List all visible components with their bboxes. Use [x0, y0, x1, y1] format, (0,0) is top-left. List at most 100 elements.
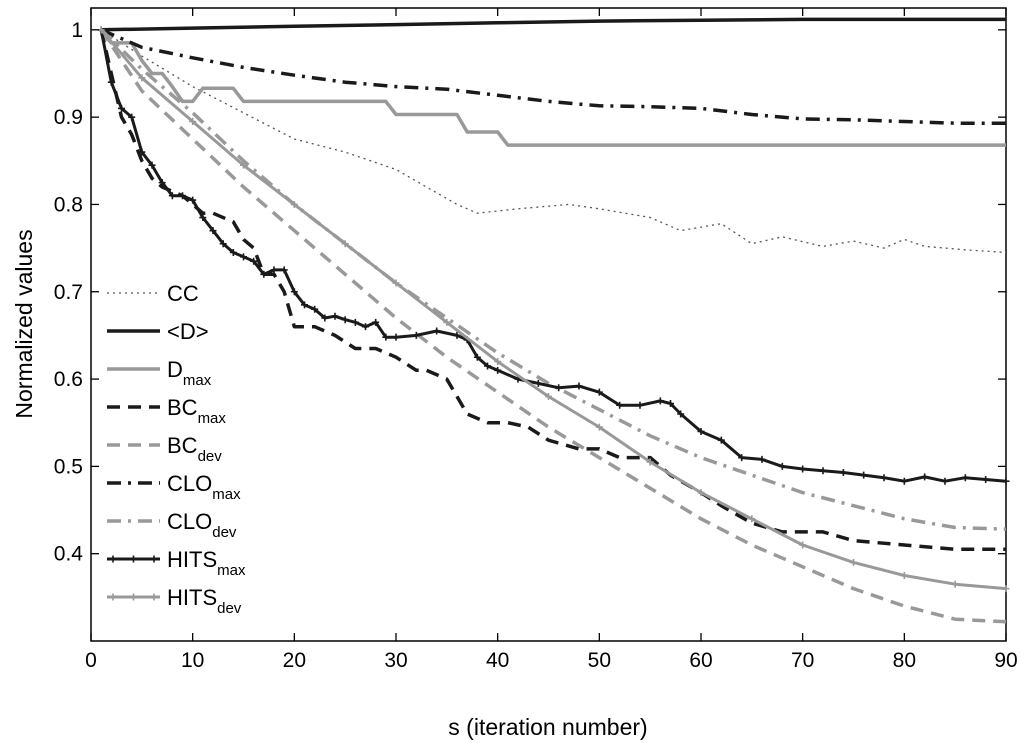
series-hitsdev-point-marker — [697, 489, 705, 497]
series-dmax-group — [99, 28, 1006, 147]
series-hitsdev-point-marker — [748, 515, 756, 523]
series-hitsmax-point-marker — [575, 382, 583, 390]
series-hitsmax-point-marker — [778, 462, 786, 470]
series-hitsmax-point-marker — [260, 270, 268, 278]
legend: CC <D> Dmax BCmax BCdev CLOmax CLOdev HITSmax HI… — [107, 281, 246, 617]
legend-d-label: <D> — [167, 319, 209, 344]
series-hitsdev-point-marker — [240, 161, 247, 169]
series-hitsdev-point-marker — [392, 279, 400, 287]
series-hitsmax-point-marker — [301, 301, 308, 309]
series-hitsmax-point-marker — [433, 327, 441, 335]
series-cc-line — [100, 29, 1007, 254]
series-hitsmax-point-marker — [697, 427, 705, 435]
series-clomax-line — [100, 28, 1006, 125]
series-hitsdev-point-marker — [799, 541, 807, 549]
series-hitsmax-point-marker — [382, 333, 390, 341]
series-hitsdev-point-marker — [341, 240, 349, 248]
series-hitsmax-point-marker — [270, 266, 278, 274]
x-axis-label: s (iteration number) — [448, 714, 647, 740]
series-hitsdev-point-marker — [646, 458, 654, 466]
series-hitsmax-point-marker — [189, 196, 197, 204]
series-hitsdev-point-marker — [494, 358, 502, 366]
legend-hitsmax-swatch-marker — [150, 555, 158, 563]
x-tick-label: 50 — [588, 649, 611, 672]
series-hitsmax-point-marker — [219, 240, 227, 248]
series-hitsmax-point-marker — [616, 401, 624, 409]
series-dmax-line — [99, 28, 1006, 147]
legend-hitsdev-swatch-marker — [130, 593, 137, 601]
legend-dmax-label: Dmax — [167, 357, 212, 389]
legend-hitsmax-label: HITSmax — [167, 547, 246, 579]
legend-hitsmax-swatch-marker — [130, 555, 137, 563]
x-tick-label: 10 — [181, 649, 204, 672]
series-hitsdev-group — [97, 26, 1010, 593]
series-hitsdev-point-marker — [951, 580, 959, 588]
legend-clodev-label: CLOdev — [167, 509, 237, 541]
y-tick-label: 0.7 — [54, 281, 83, 304]
series-bcdev-group — [99, 28, 1007, 624]
legend-hitsdev-swatch-marker — [109, 593, 117, 601]
series-bcmax-group — [99, 29, 1006, 552]
series-hitsmax-point-marker — [758, 455, 766, 463]
legend-hitsdev-label: HITSdev — [167, 585, 242, 617]
series-hitsmax-group — [97, 26, 1010, 485]
series-hitsmax-point-marker — [372, 318, 380, 326]
series-hitsdev-point-marker — [850, 558, 857, 566]
series-hitsmax-point-marker — [738, 454, 746, 462]
series-hitsmax-point-marker — [982, 475, 990, 483]
series-hitsmax-point-marker — [107, 78, 115, 86]
series-bcdev-line — [99, 28, 1007, 624]
series-hitsmax-point-marker — [199, 214, 207, 222]
legend-bcmax-label: BCmax — [167, 395, 226, 427]
series-hitsdev-point-marker — [443, 318, 451, 326]
series-hitsmax-point-marker — [209, 227, 217, 235]
y-tick-label: 0.4 — [54, 543, 84, 566]
series-hitsmax-point-marker — [453, 331, 461, 339]
series-hitsmax-point-marker — [250, 257, 258, 265]
x-tick-label: 20 — [283, 649, 306, 672]
series-hitsmax-point-marker — [860, 471, 868, 479]
x-tick-label: 60 — [689, 649, 712, 672]
series-clodev-group — [99, 28, 1007, 531]
series-hitsmax-point-marker — [240, 253, 247, 261]
x-tick-label: 90 — [994, 649, 1017, 672]
series-hitsmax-point-marker — [168, 192, 176, 200]
series-hitsdev-point-marker — [1002, 585, 1010, 593]
x-tick-label: 40 — [486, 649, 509, 672]
series-hitsmax-point-marker — [667, 400, 674, 408]
series-bcmax-line — [99, 29, 1006, 552]
y-tick-label: 0.9 — [54, 106, 83, 129]
y-tick-label: 0.8 — [54, 193, 83, 216]
series-hitsmax-point-marker — [839, 468, 847, 476]
series-hitsdev-point-marker — [138, 74, 146, 82]
series-hitsdev-point-marker — [545, 393, 552, 401]
series-hitsmax-point-marker — [961, 474, 969, 482]
series-hitsmax-point-marker — [555, 384, 563, 392]
series-hitsmax-point-marker — [484, 362, 491, 370]
y-tick-label: 0.6 — [54, 368, 83, 391]
x-tick-label: 80 — [893, 649, 916, 672]
series-hitsmax-point-marker — [534, 379, 542, 387]
x-tick-label: 0 — [85, 649, 97, 672]
series-hitsdev-point-marker — [189, 118, 197, 126]
series-d-group — [101, 17, 1006, 32]
series-hitsmax-point-marker — [280, 266, 288, 274]
series-hitsdev-point-marker — [900, 572, 908, 580]
series-clomax-group — [100, 28, 1006, 125]
series-hitsmax-point-marker — [311, 305, 319, 313]
legend-clomax-label: CLOmax — [167, 471, 241, 503]
series-hitsmax-point-marker — [128, 113, 136, 121]
series-hitsmax-point-marker — [362, 323, 369, 331]
series-hitsmax-point-marker — [321, 314, 329, 322]
series-layer — [97, 17, 1010, 624]
series-hitsmax-point-marker — [341, 316, 349, 324]
series-hitsmax-point-marker — [900, 477, 908, 485]
series-hitsmax-point-marker — [473, 353, 481, 361]
y-tick-label: 0.5 — [54, 455, 83, 478]
tick-layer: 0 10 20 30 40 50 60 70 80 90 0.4 0.5 0.6 0.7 0.8 0.9 1 — [54, 8, 1018, 672]
plot-area — [90, 7, 1007, 642]
series-hitsmax-point-marker — [921, 473, 929, 481]
y-tick-label: 1 — [71, 19, 83, 42]
series-clodev-line — [99, 28, 1007, 531]
